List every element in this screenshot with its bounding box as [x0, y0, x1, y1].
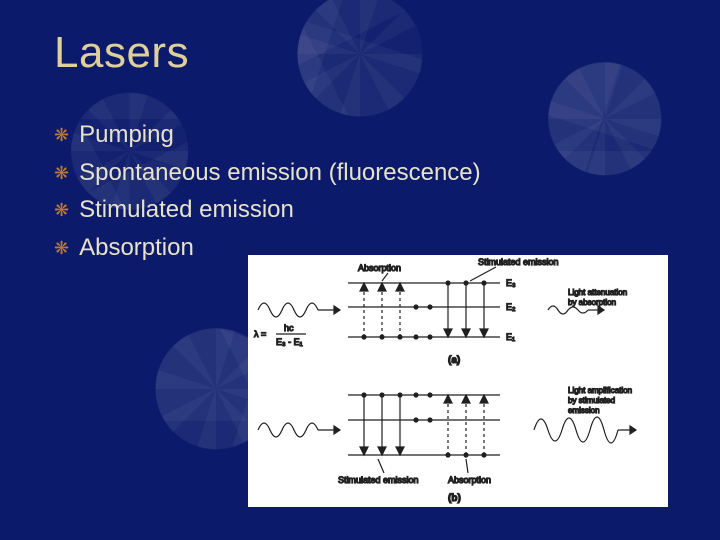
- level-e2: E₂: [506, 302, 516, 312]
- bullet-list: ❋ Pumping ❋ Spontaneous emission (fluore…: [54, 118, 481, 268]
- level-e3: E₃: [506, 278, 516, 288]
- bullet-text: Absorption: [79, 231, 194, 265]
- lambda-prefix: λ =: [254, 329, 266, 339]
- bullet-item: ❋ Pumping: [54, 118, 481, 152]
- panel-a-letter: (a): [448, 355, 460, 366]
- diagram-svg: λ = hc E₃ - E₁: [248, 255, 668, 507]
- gear-bullet-icon: ❋: [54, 236, 69, 261]
- gear-bullet-icon: ❋: [54, 123, 69, 148]
- lambda-bottom: E₃ - E₁: [276, 337, 303, 347]
- gear-bullet-icon: ❋: [54, 198, 69, 223]
- bullet-text: Pumping: [79, 118, 174, 152]
- absorption-label: Absorption: [358, 263, 401, 273]
- energy-level-diagram: λ = hc E₃ - E₁: [248, 255, 668, 507]
- bullet-text: Stimulated emission: [79, 193, 294, 227]
- bullet-text: Spontaneous emission (fluorescence): [79, 156, 481, 190]
- bullet-item: ❋ Spontaneous emission (fluorescence): [54, 156, 481, 190]
- amp-3: emission: [568, 406, 600, 415]
- stim-b: Stimulated emission: [338, 475, 419, 485]
- slide-title: Lasers: [54, 28, 189, 78]
- slide: Lasers ❋ Pumping ❋ Spontaneous emission …: [0, 0, 720, 540]
- amp-1: Light amplification: [568, 386, 632, 395]
- stim-label: Stimulated emission: [478, 257, 559, 267]
- gear-bullet-icon: ❋: [54, 161, 69, 186]
- panel-b-letter: (b): [448, 493, 461, 504]
- level-e1: E₁: [506, 332, 515, 342]
- bullet-item: ❋ Stimulated emission: [54, 193, 481, 227]
- abs-b: Absorption: [448, 475, 491, 485]
- lambda-top: hc: [284, 323, 294, 333]
- atten-1: Light attenuation: [568, 288, 627, 297]
- atten-2: by absorption: [568, 298, 616, 307]
- amp-2: by stimulated: [568, 396, 615, 405]
